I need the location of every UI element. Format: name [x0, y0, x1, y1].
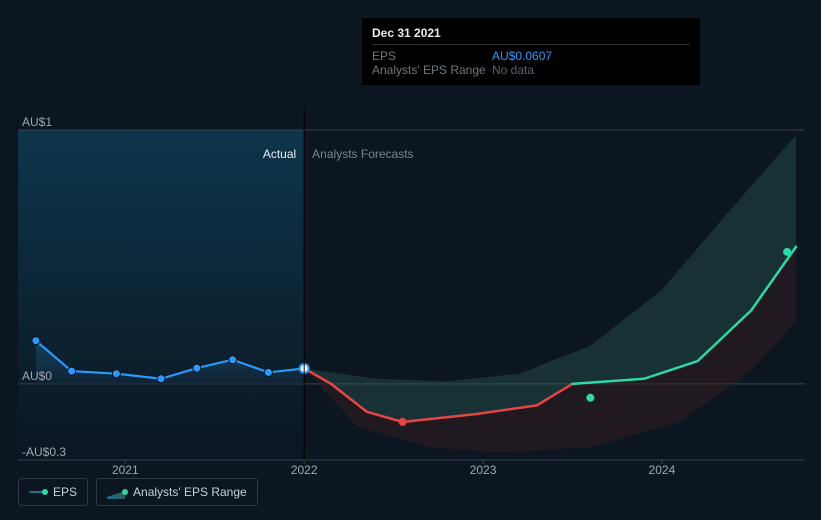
legend-item-range[interactable]: Analysts' EPS Range	[96, 478, 258, 506]
legend-label-range: Analysts' EPS Range	[133, 485, 247, 499]
tooltip-row-eps: EPS AU$0.0607	[372, 49, 690, 63]
tooltip-row-range: Analysts' EPS Range No data	[372, 63, 690, 77]
y-axis-label: AU$1	[22, 115, 52, 129]
eps-forecast-chart: Actual Analysts Forecasts AU$1 AU$0 -AU$0.3…	[0, 0, 821, 520]
chart-tooltip: Dec 31 2021 EPS AU$0.0607 Analysts' EPS …	[362, 18, 700, 85]
x-axis-label: 2021	[112, 463, 139, 477]
tooltip-value-eps: AU$0.0607	[492, 49, 552, 63]
region-label-forecast: Analysts Forecasts	[312, 147, 413, 161]
chart-legend: EPS Analysts' EPS Range	[18, 478, 258, 506]
tooltip-key-range: Analysts' EPS Range	[372, 63, 492, 77]
y-axis-label: AU$0	[22, 369, 52, 383]
legend-item-eps[interactable]: EPS	[18, 478, 88, 506]
legend-swatch-range	[107, 488, 125, 496]
tooltip-value-range: No data	[492, 63, 534, 77]
x-axis-label: 2023	[470, 463, 497, 477]
x-axis-label: 2024	[649, 463, 676, 477]
region-label-actual: Actual	[263, 147, 296, 161]
legend-label-eps: EPS	[53, 485, 77, 499]
x-axis-label: 2022	[291, 463, 318, 477]
y-axis-label: -AU$0.3	[22, 445, 66, 459]
tooltip-key-eps: EPS	[372, 49, 492, 63]
legend-swatch-eps	[29, 488, 45, 496]
tooltip-date: Dec 31 2021	[372, 26, 690, 45]
